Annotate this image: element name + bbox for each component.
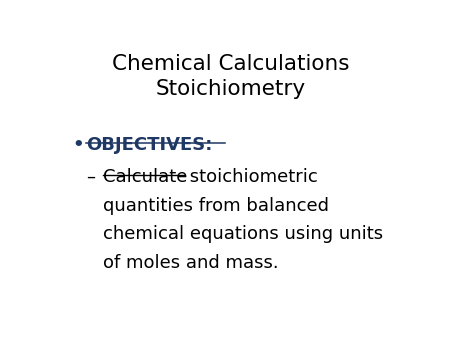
Text: stoichiometric: stoichiometric	[184, 168, 317, 186]
Text: –: –	[86, 168, 95, 186]
Text: Calculate: Calculate	[103, 168, 187, 186]
Text: quantities from balanced: quantities from balanced	[103, 197, 328, 215]
Text: chemical equations using units: chemical equations using units	[103, 225, 383, 243]
Text: of moles and mass.: of moles and mass.	[103, 254, 278, 272]
Text: Chemical Calculations
Stoichiometry: Chemical Calculations Stoichiometry	[112, 54, 349, 99]
Text: •: •	[72, 136, 84, 153]
Text: OBJECTIVES:: OBJECTIVES:	[86, 136, 212, 153]
